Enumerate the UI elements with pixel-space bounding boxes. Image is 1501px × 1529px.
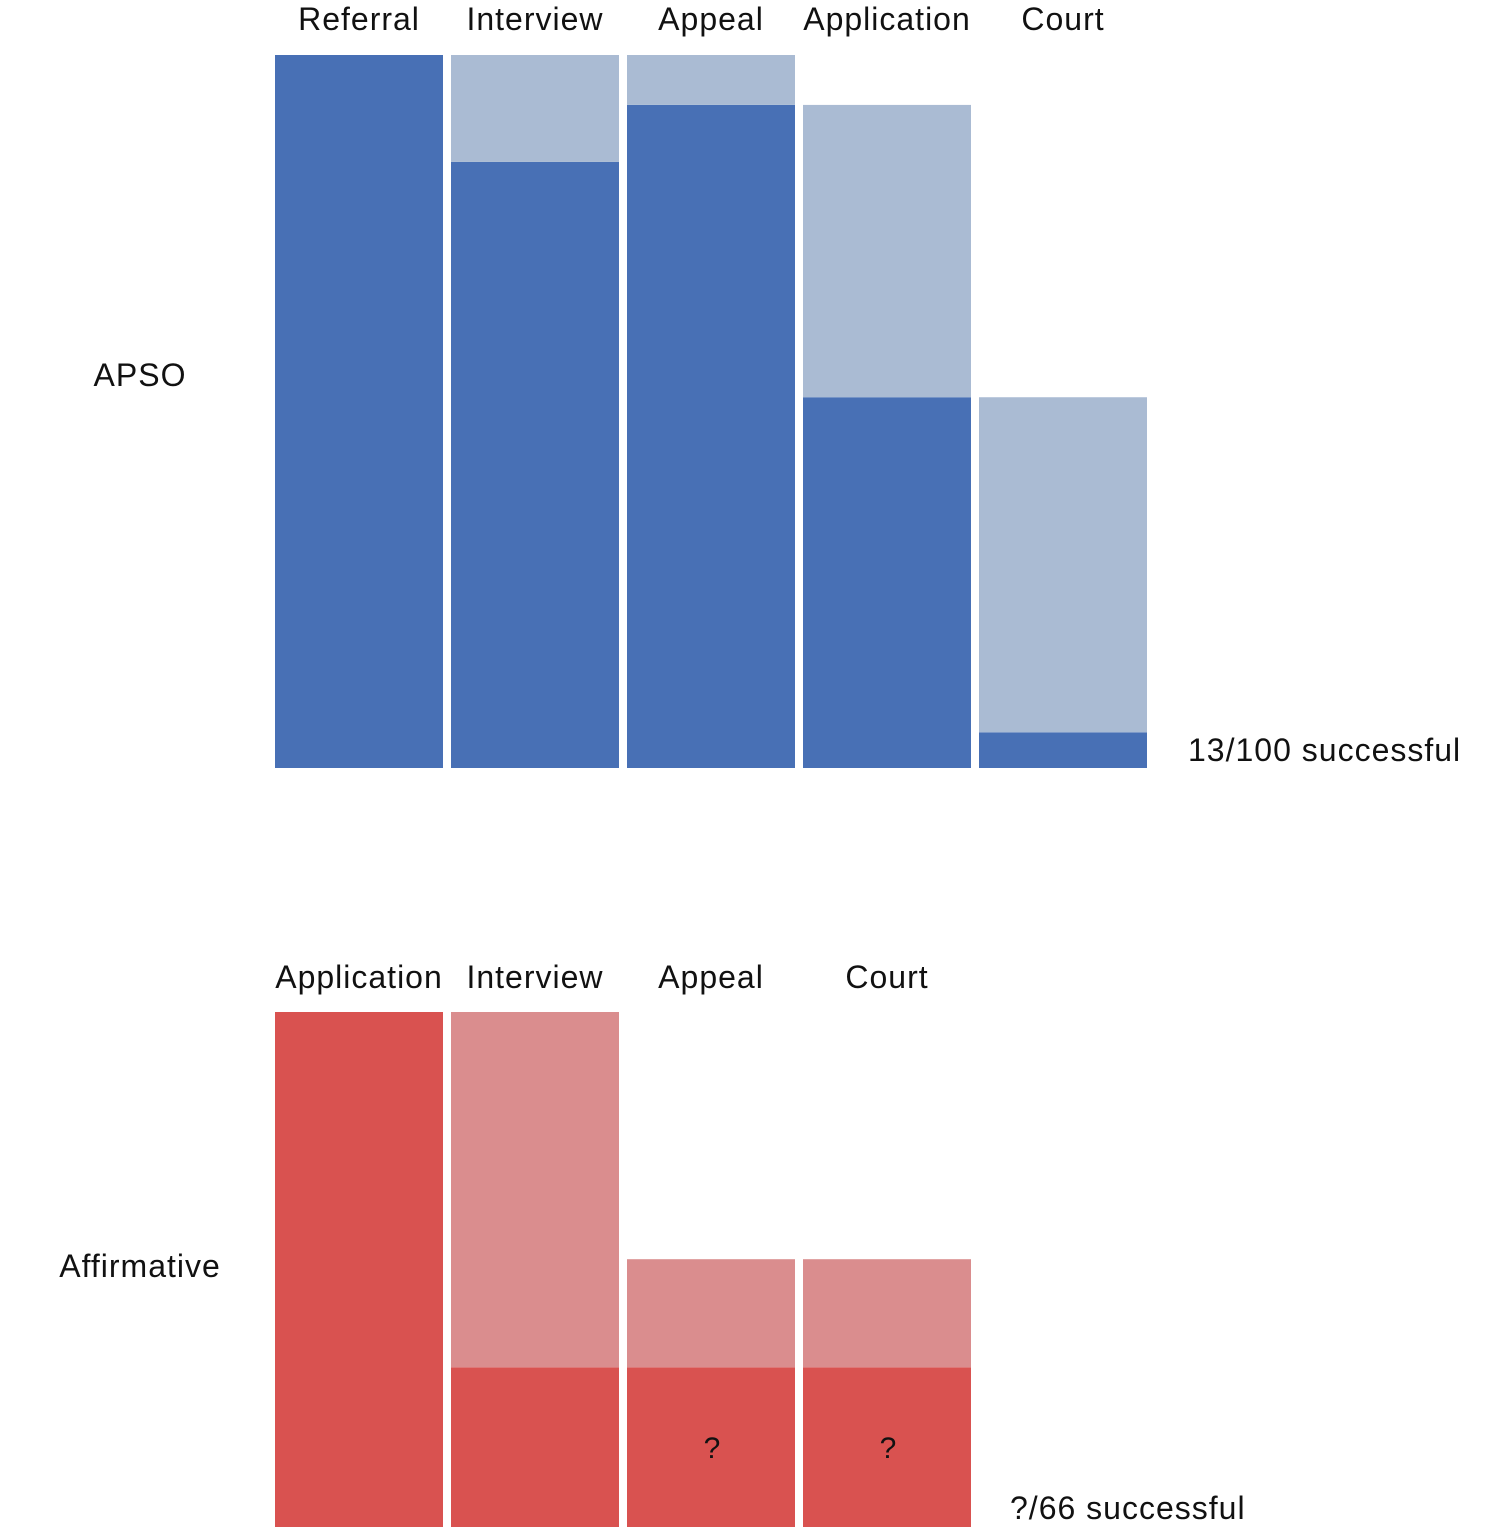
stage-labels-apso: Referral Interview Appeal Application Court	[298, 1, 1104, 37]
stage-label-appeal: Appeal	[658, 959, 764, 995]
affirmative-panel: Affirmative ?/66 successful Application I…	[59, 959, 1245, 1527]
bar-appeal-segment-1	[627, 1259, 795, 1368]
apso-panel: APSO 13/100 successful Referral Interview…	[94, 1, 1461, 768]
bar-appeal-segment-0	[627, 1367, 795, 1527]
group-label-affirmative: Affirmative	[59, 1248, 221, 1284]
bar-interview-segment-1	[451, 55, 619, 162]
bar-court-segment-1	[803, 1259, 971, 1368]
stage-label-court: Court	[845, 959, 928, 995]
stage-label-interview: Interview	[466, 1, 603, 37]
bar-application-segment-1	[803, 104, 971, 398]
bars-affirmative	[275, 1012, 971, 1527]
stage-label-application: Application	[275, 959, 443, 995]
bar-interview-segment-0	[451, 1367, 619, 1527]
bar-appeal-segment-1	[627, 55, 795, 105]
bar-referral-segment-0	[275, 55, 443, 768]
stage-label-interview: Interview	[466, 959, 603, 995]
bar-application-segment-0	[803, 397, 971, 768]
bar-court-segment-0	[803, 1367, 971, 1527]
stage-label-appeal: Appeal	[658, 1, 764, 37]
summary-label-apso: 13/100 successful	[1188, 732, 1461, 768]
bar-application-segment-0	[275, 1012, 443, 1527]
bar-appeal-segment-0	[627, 104, 795, 768]
stage-label-court: Court	[1021, 1, 1104, 37]
bar-court-segment-0	[979, 732, 1147, 768]
bar-interview-segment-0	[451, 161, 619, 768]
group-label-apso: APSO	[94, 357, 187, 393]
bar-label-appeal: ?	[704, 1432, 721, 1465]
stage-label-application: Application	[803, 1, 971, 37]
bar-labels-affirmative: ??	[704, 1432, 897, 1465]
bar-label-court: ?	[880, 1432, 897, 1465]
stage-label-referral: Referral	[298, 1, 420, 37]
bar-court-segment-1	[979, 397, 1147, 733]
bars-apso	[275, 55, 1147, 768]
stage-labels-affirmative: Application Interview Appeal Court	[275, 959, 928, 995]
summary-label-affirmative: ?/66 successful	[1010, 1490, 1246, 1526]
bar-interview-segment-1	[451, 1012, 619, 1368]
